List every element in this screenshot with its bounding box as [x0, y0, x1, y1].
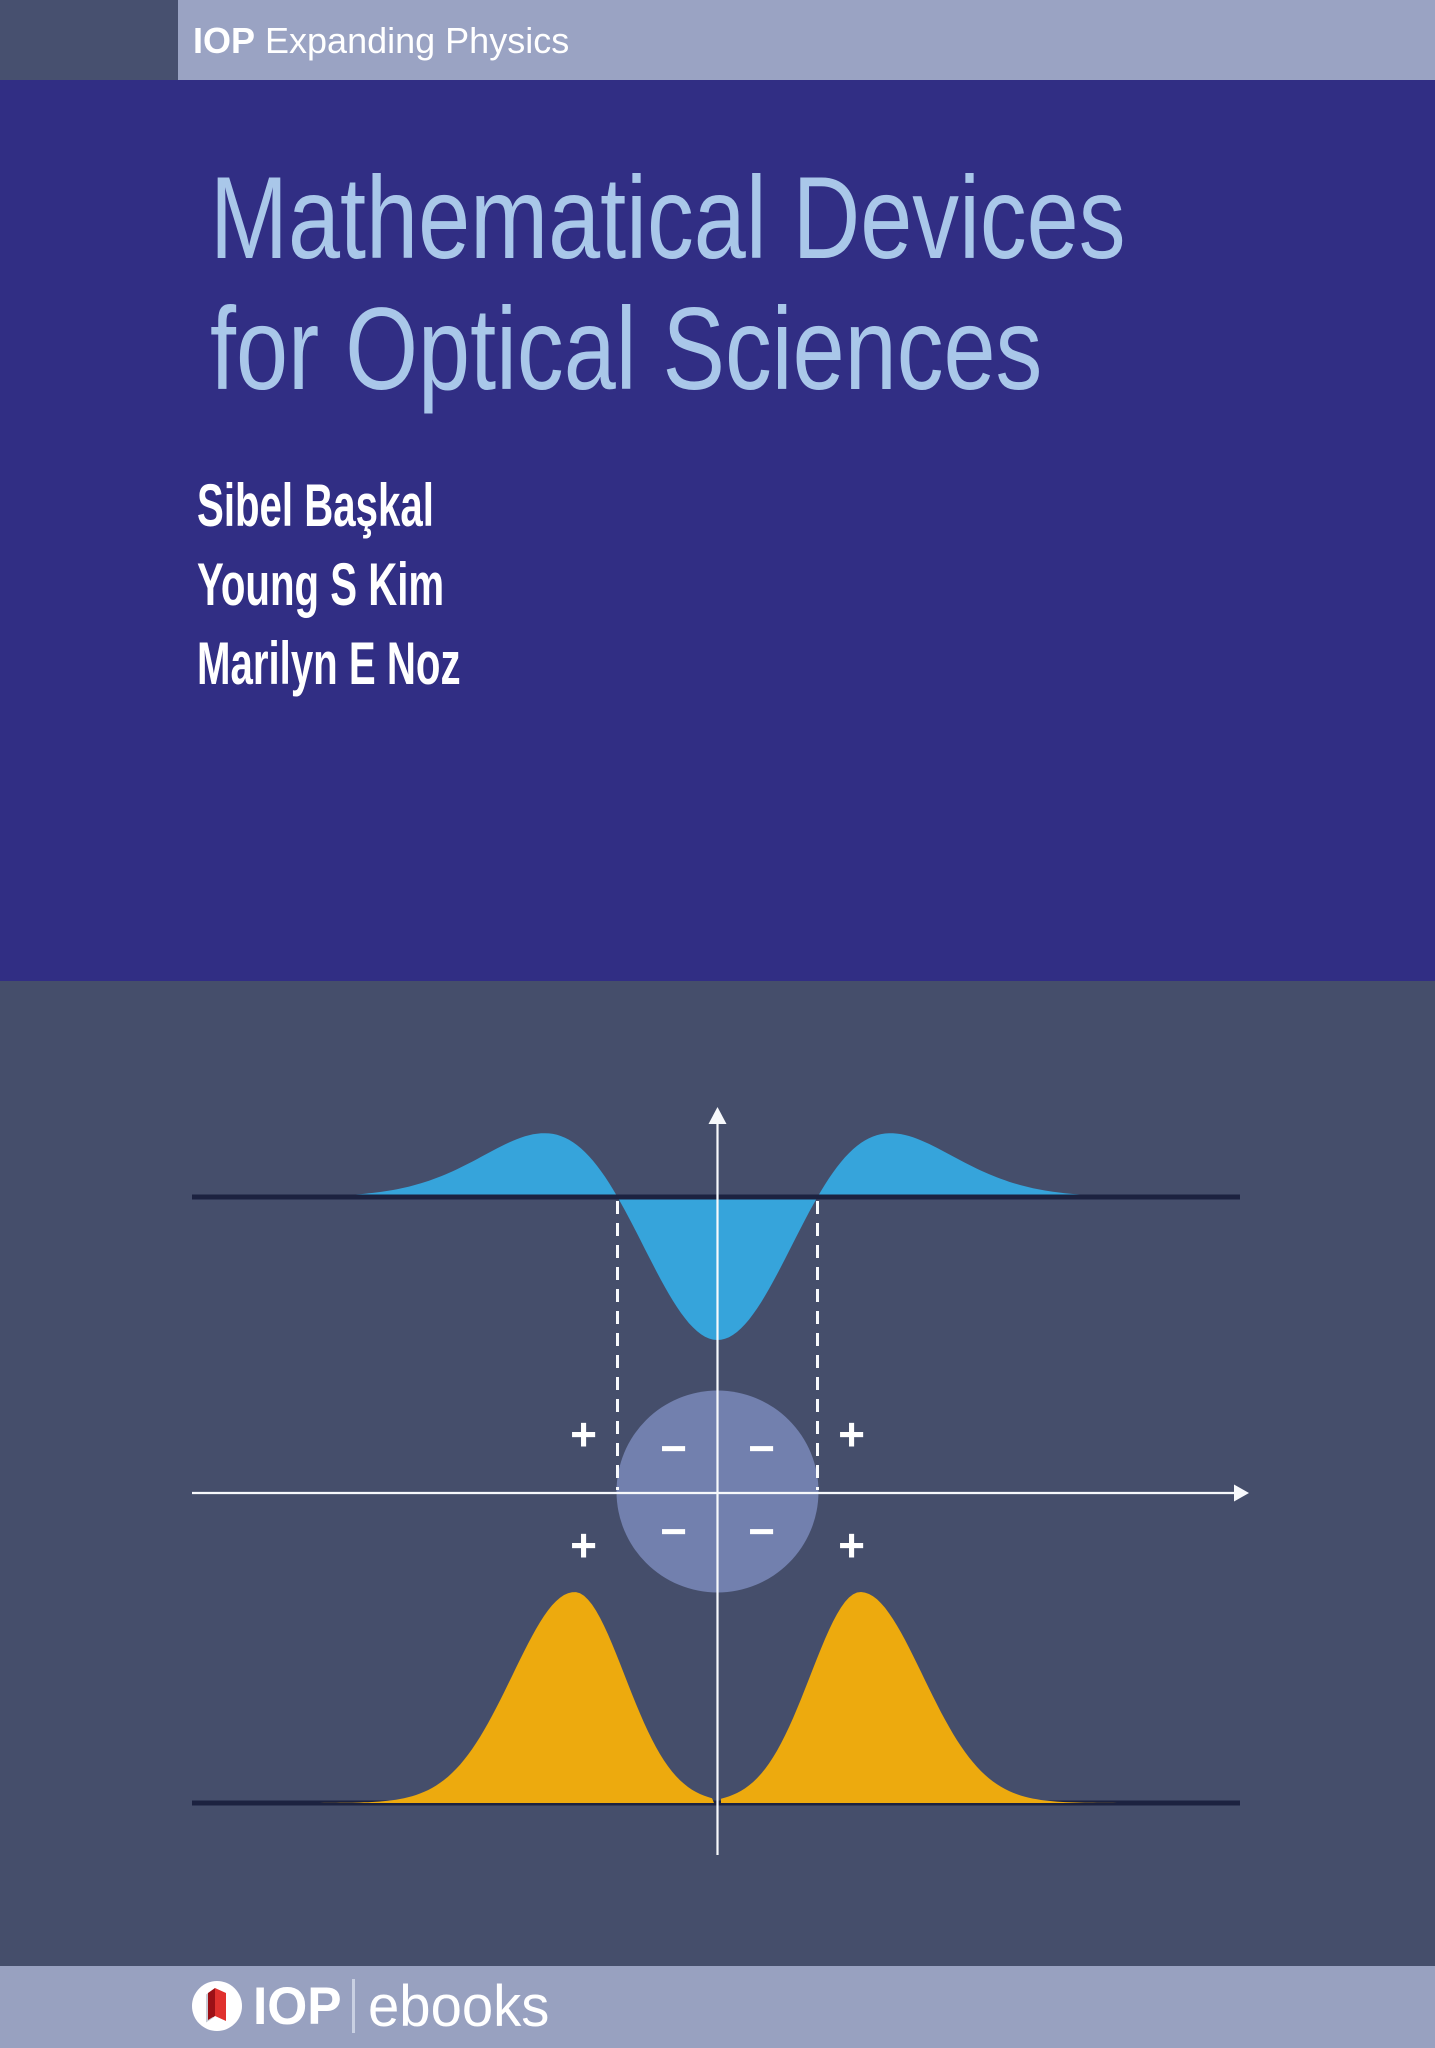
cover-figure: + + + + − − − −	[192, 1107, 1249, 1855]
author-name: Marilyn E Noz	[197, 630, 461, 697]
plus-sign: +	[570, 1408, 597, 1460]
authors: Sibel Başkal Young S Kim Marilyn E Noz	[197, 466, 590, 703]
author-name: Young S Kim	[197, 551, 445, 618]
book-title: Mathematical Devices for Optical Science…	[210, 152, 1354, 414]
bottom-wave-left	[316, 1592, 714, 1803]
red-book-icon	[206, 1988, 226, 2023]
minus-sign: −	[748, 1422, 775, 1474]
footer-ebooks-label: ebooks	[368, 1974, 550, 2039]
bottom-wave-right	[721, 1592, 1119, 1803]
series-name-label: Expanding Physics	[265, 20, 570, 61]
cover-figure-section: + + + + − − − −	[0, 981, 1435, 1966]
plus-sign: +	[570, 1519, 597, 1571]
x-axis-arrowhead	[1234, 1484, 1249, 1502]
footer-separator	[352, 1979, 355, 2033]
title-line-1: Mathematical Devices	[210, 152, 1126, 283]
author-name: Sibel Başkal	[197, 472, 434, 539]
iop-brand-label: IOP	[193, 20, 256, 61]
publisher-footer: IOP ebooks	[0, 1966, 1435, 2048]
plus-sign: +	[838, 1519, 865, 1571]
minus-sign: −	[748, 1505, 775, 1557]
corner-square	[0, 0, 178, 80]
minus-sign: −	[660, 1422, 687, 1474]
plus-sign: +	[838, 1408, 865, 1460]
footer-iop-label: IOP	[253, 1977, 342, 2036]
title-line-2: for Optical Sciences	[210, 283, 1043, 414]
series-banner: IOP Expanding Physics	[0, 0, 1435, 80]
minus-sign: −	[660, 1505, 687, 1557]
iop-logo-circle	[192, 1981, 242, 2031]
y-axis-arrowhead	[708, 1107, 727, 1124]
series-banner-text: IOP Expanding Physics	[193, 0, 569, 80]
